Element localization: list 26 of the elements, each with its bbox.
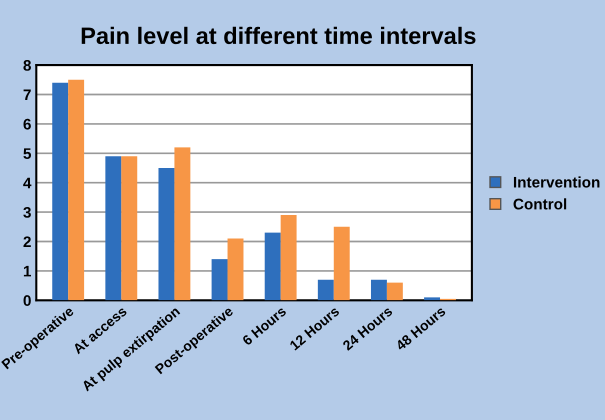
y-tick-label: 7 [24, 90, 31, 100]
bar [228, 238, 244, 300]
bar [386, 282, 403, 300]
y-tick-label: 0 [24, 295, 31, 306]
bar [280, 215, 297, 300]
bar [105, 156, 122, 300]
bar [334, 226, 350, 300]
y-tick-label: 5 [23, 148, 32, 159]
bar [264, 232, 281, 300]
bar [212, 259, 228, 300]
bar [158, 168, 174, 300]
y-tick-label: 8 [23, 60, 31, 71]
legend-label: Intervention [514, 176, 600, 188]
bar [121, 156, 138, 300]
y-tick-label: 4 [23, 178, 32, 188]
y-tick-label: 1 [24, 266, 32, 276]
y-tick-label: 2 [23, 236, 31, 248]
bar [68, 80, 84, 300]
bar [52, 82, 68, 300]
chart-title: Pain level at different time intervals [82, 26, 476, 44]
bar [370, 280, 387, 300]
bar [174, 147, 190, 300]
bar [318, 280, 334, 300]
y-tick-label: 6 [24, 118, 31, 130]
legend-label: Control [514, 198, 566, 210]
y-tick-label: 3 [23, 206, 31, 218]
